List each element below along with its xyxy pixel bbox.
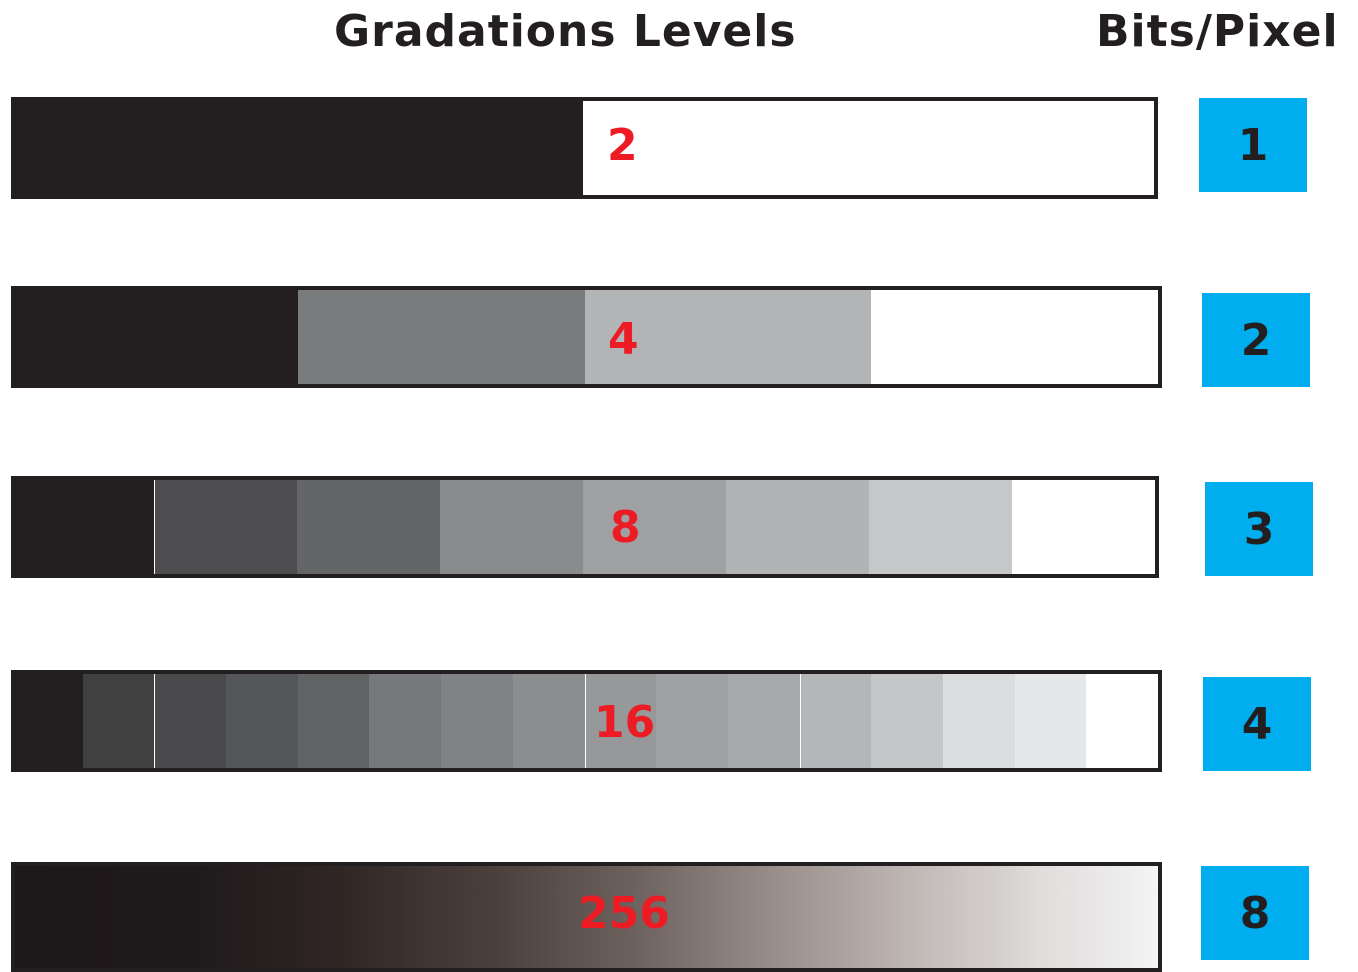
shade-segment [440,480,583,574]
levels-label-256: 256 [578,888,670,939]
bits-box-4: 4 [1203,677,1311,771]
bits-box-1: 1 [1199,98,1307,192]
shade-segment [154,674,227,768]
shade-segment [154,480,297,574]
shade-segment [441,674,513,768]
levels-label-16: 16 [594,697,656,748]
bits-box-2: 2 [1202,293,1310,387]
shade-segment [11,674,83,768]
shade-segment [11,480,154,574]
shade-segment [727,674,800,768]
shade-segment [1012,480,1155,574]
shade-segment [369,674,442,768]
bits-box-3: 3 [1205,482,1313,576]
shade-segment [726,480,869,574]
shade-segment [582,101,1154,195]
shade-segment [82,674,155,768]
shade-segment [226,674,298,768]
shade-segment [1086,674,1158,768]
shade-segment [297,290,585,384]
gradation-bar-4-levels [11,286,1162,388]
levels-label-8: 8 [610,502,641,553]
levels-label-4: 4 [608,314,639,365]
gradation-bar-2-levels [11,97,1158,199]
gradation-bar-16-levels [11,670,1162,772]
shade-segment [656,674,728,768]
shade-segment [942,674,1015,768]
shade-segment [871,290,1158,384]
gradation-bar-256-levels [11,862,1162,972]
shade-segment [297,674,370,768]
levels-label-2: 2 [607,120,638,171]
shade-segment [584,290,872,384]
shade-segment [11,290,298,384]
shade-segment [799,674,872,768]
shade-segment [512,674,585,768]
shade-segment [11,101,583,195]
shade-segment [869,480,1012,574]
shade-segment [297,480,440,574]
shade-segment [871,674,943,768]
shade-segment [583,480,726,574]
shade-segment [1014,674,1087,768]
shade-segment [584,674,657,768]
gradation-bar-8-levels [11,476,1159,578]
gradations-heading: Gradations Levels [334,6,797,57]
bits-per-pixel-heading: Bits/Pixel [1096,6,1339,57]
bits-box-8: 8 [1201,866,1309,960]
